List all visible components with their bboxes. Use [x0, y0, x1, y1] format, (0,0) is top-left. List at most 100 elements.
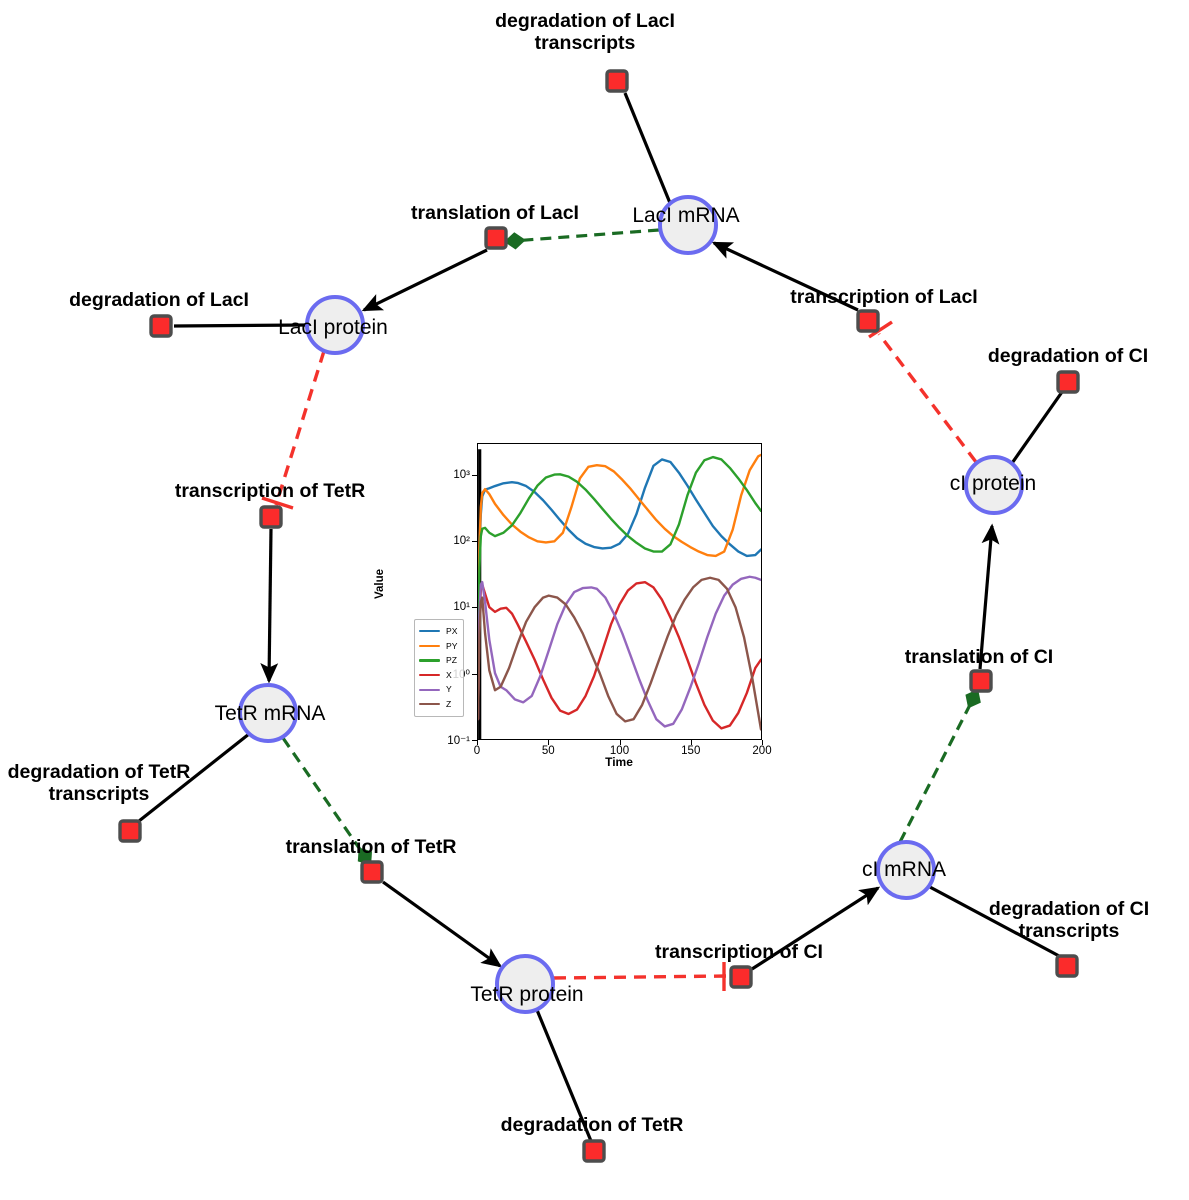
edge-tetr-protein-to-deg [535, 1009, 593, 1142]
chart-y-axis-label: Value [374, 568, 386, 600]
chart-y-tick: 10¹ [453, 601, 470, 614]
species-node-ci-protein[interactable] [964, 455, 1024, 515]
reaction-node-transcription-laci[interactable] [856, 309, 880, 333]
chart-x-tick: 100 [609, 745, 630, 757]
reaction-nodes [118, 69, 1080, 1163]
chart-y-tick-mark [472, 740, 477, 741]
reaction-label-transcription-tetr: transcription of TetR [174, 480, 366, 503]
chart-y-tick: 10² [453, 534, 470, 547]
chart-y-tick-mark [472, 540, 477, 542]
chart-legend: PX PY PZ X Y Z [414, 619, 465, 717]
species-node-tetr-mrna[interactable] [238, 683, 298, 743]
reaction-node-translation-laci[interactable] [484, 226, 508, 250]
reaction-node-transcription-ci[interactable] [729, 965, 753, 989]
chart-series-px [478, 459, 761, 646]
chart-legend-item: PX [419, 624, 457, 639]
reaction-label-translation-ci: translation of CI [904, 646, 1054, 669]
edge-ci-mrna-to-deg-transcripts [927, 884, 1062, 959]
chart-x-tick-mark [548, 740, 550, 745]
legend-label: PY [446, 640, 458, 651]
species-node-laci-protein[interactable] [305, 295, 365, 355]
edge-translation-tetr-to-protein [382, 880, 503, 968]
reaction-node-deg-laci[interactable] [149, 314, 173, 338]
legend-color-swatch [419, 630, 440, 633]
edge-ci-mrna-to-translation [898, 689, 981, 843]
edge-transcription-ci-to-mrna [751, 886, 881, 971]
reaction-label-deg-ci-transcripts: degradation of CI transcripts [988, 898, 1150, 942]
chart-legend-item: Y [419, 682, 457, 697]
reaction-label-transcription-ci: transcription of CI [655, 941, 823, 964]
chart-lines [478, 444, 761, 739]
inhibit-bar-tetr-transcription [261, 496, 294, 510]
chart-x-tick-mark [619, 740, 621, 745]
reaction-label-deg-ci: degradation of CI [987, 345, 1149, 368]
edge-tetr-mrna-to-deg-transcripts [138, 732, 250, 823]
reaction-label-deg-laci: degradation of LacI [69, 289, 249, 312]
chart-y-tick-mark [472, 474, 477, 476]
legend-label: PX [446, 626, 458, 636]
edge-laci-protein-inhibits-transcription-tetr [274, 350, 326, 506]
chart-series-z [478, 578, 761, 730]
chart-x-tick-mark [477, 740, 478, 745]
species-node-tetr-protein[interactable] [495, 954, 555, 1014]
chart-legend-item: X [419, 668, 457, 683]
chart-x-tick: 150 [681, 745, 701, 757]
edge-laci-protein-to-deg [173, 323, 308, 328]
legend-color-swatch [419, 644, 440, 647]
chart-x-tick: 50 [541, 745, 555, 757]
chart-y-tick-mark [472, 607, 477, 609]
reaction-node-deg-laci-transcripts[interactable] [605, 69, 629, 93]
edge-laci-mrna-to-translation [504, 228, 660, 250]
reaction-node-deg-ci[interactable] [1056, 370, 1080, 394]
chart-legend-item: PY [419, 639, 457, 654]
inset-timeseries-chart: Value Time 10⁻¹10⁰10¹10²10³ 050100150200… [374, 424, 784, 772]
edge-laci-mrna-to-deg-transcripts [623, 92, 672, 204]
chart-y-tick-mark [472, 673, 477, 675]
edge-transcription-tetr-to-mrna [260, 528, 279, 684]
chart-x-tick: 200 [752, 745, 772, 757]
reaction-node-deg-tetr-transcripts[interactable] [118, 819, 142, 843]
chart-x-tick-mark [762, 740, 763, 745]
chart-y-tick: 10⁻¹ [447, 735, 470, 747]
reaction-label-translation-laci: translation of LacI [411, 202, 579, 225]
edge-ci-protein-inhibits-transcription-laci [877, 332, 978, 464]
edge-tetr-mrna-to-translation [281, 737, 373, 866]
chart-legend-item: Z [419, 697, 457, 712]
reaction-label-translation-tetr: translation of TetR [285, 836, 457, 859]
reaction-node-deg-tetr[interactable] [582, 1139, 606, 1163]
chart-series-x [478, 582, 761, 728]
chart-y-tick: 10³ [453, 468, 470, 481]
chart-series-y [478, 577, 761, 727]
legend-label: Y [446, 684, 452, 695]
legend-label: Z [446, 698, 452, 709]
chart-plot-area [477, 443, 762, 740]
reaction-label-deg-laci-transcripts: degradation of LacI transcripts [495, 10, 675, 54]
species-nodes [238, 195, 1024, 1014]
reaction-node-deg-ci-transcripts[interactable] [1055, 954, 1079, 978]
edge-translation-ci-to-protein [978, 523, 1000, 670]
chart-x-axis-label: Time [605, 755, 633, 769]
edge-ci-protein-to-deg [1008, 391, 1064, 467]
reaction-node-translation-ci[interactable] [969, 669, 993, 693]
legend-color-swatch [419, 673, 440, 677]
chart-x-tick: 0 [473, 745, 481, 757]
chart-x-tick-mark [690, 740, 692, 745]
legend-color-swatch [419, 703, 440, 706]
chart-series-pz [478, 457, 761, 647]
reaction-label-deg-tetr: degradation of TetR [500, 1114, 684, 1137]
species-node-ci-mrna[interactable] [876, 840, 936, 900]
legend-label: X [446, 669, 452, 680]
reaction-label-transcription-laci: transcription of LacI [790, 286, 978, 309]
reaction-node-translation-tetr[interactable] [360, 860, 384, 884]
reaction-node-transcription-tetr[interactable] [259, 505, 283, 529]
edge-tetr-protein-inhibits-transcription-ci [553, 974, 727, 980]
inhibit-bar-laci-transcription [868, 320, 893, 339]
legend-color-swatch [419, 688, 440, 691]
chart-legend-item: PZ [419, 653, 457, 668]
edge-translation-laci-to-protein [361, 248, 488, 312]
legend-color-swatch [419, 659, 440, 662]
species-node-laci-mrna[interactable] [658, 195, 718, 255]
reaction-label-deg-tetr-transcripts: degradation of TetR transcripts [7, 761, 191, 805]
